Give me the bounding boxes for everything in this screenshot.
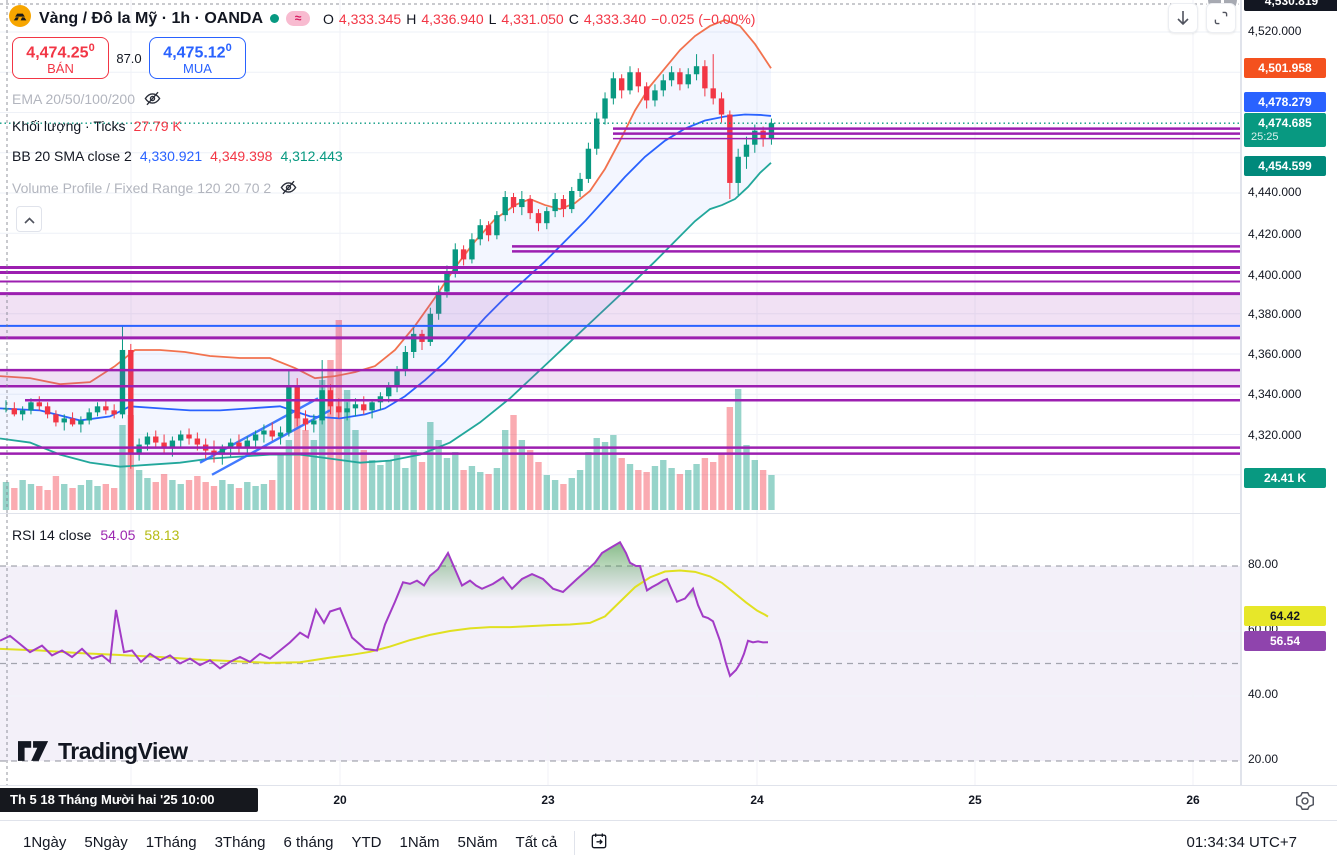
spread-value: 87.0 <box>116 50 142 66</box>
axis-label: 4,360.000 <box>1248 347 1302 361</box>
axis-price-badge: 24.41 K <box>1244 468 1326 488</box>
axis-label: 4,440.000 <box>1248 185 1302 199</box>
trade-panel: 4,474.250 BÁN 87.0 4,475.120 MUA <box>12 37 246 79</box>
delayed-data-icon[interactable]: ≈ <box>286 11 311 26</box>
axis-price-badge: 4,454.599 <box>1244 156 1326 176</box>
symbol-logo-gold-icon <box>8 4 32 33</box>
axis-label: 4,400.000 <box>1248 268 1302 282</box>
ohlc-row: O 4,333.345 H 4,336.940 L 4,331.050 C 4,333.… <box>323 11 755 27</box>
axis-label: 4,520.000 <box>1248 24 1302 38</box>
range-button-1tháng[interactable]: 1Tháng <box>137 828 206 857</box>
bb-upper-value: 4,349.398 <box>210 148 273 164</box>
axis-label: 4,420.000 <box>1248 227 1302 241</box>
symbol-title[interactable]: Vàng / Đô la Mỹ · 1h · OANDA <box>39 9 264 27</box>
price-axis-divider[interactable] <box>1240 0 1241 785</box>
axis-price-badge: 4,478.279 <box>1244 92 1326 112</box>
sell-price-fraction: 0 <box>88 41 95 54</box>
chart-settings-icon[interactable] <box>1294 790 1320 816</box>
range-button-1năm[interactable]: 1Năm <box>391 828 449 857</box>
low-value: 4,331.050 <box>501 10 564 27</box>
eye-off-icon[interactable] <box>143 89 162 108</box>
collapse-pane-button[interactable] <box>16 206 42 232</box>
tradingview-glyph-icon <box>18 741 49 761</box>
rsi-value: 54.05 <box>100 527 136 543</box>
rsi-chart-canvas[interactable] <box>0 514 1241 785</box>
indicator-volume-value: 27.79 K <box>133 118 182 134</box>
time-tick: 23 <box>541 793 555 807</box>
range-button-ytd[interactable]: YTD <box>343 828 391 857</box>
bb-basis-value: 4,330.921 <box>139 148 203 164</box>
time-tick: 24 <box>750 793 764 807</box>
range-button-tất-cả[interactable]: Tất cả <box>507 828 567 857</box>
price-pane[interactable]: Vàng / Đô la Mỹ · 1h · OANDA ≈ O 4,333.34… <box>0 0 1241 513</box>
market-status-icon[interactable] <box>270 14 280 23</box>
axis-price-badge: 4,530.819 <box>1244 0 1337 11</box>
axis-label: 4,380.000 <box>1248 307 1302 321</box>
axis-label: 4,340.000 <box>1248 387 1302 401</box>
rsi-ma-value: 58.13 <box>144 527 180 543</box>
buy-label: MUA <box>183 61 212 77</box>
axis-price-badge: 56.54 <box>1244 631 1326 651</box>
indicator-vp-label[interactable]: Volume Profile / Fixed Range 120 20 70 2 <box>12 179 272 196</box>
axis-label: 4,320.000 <box>1248 428 1302 442</box>
indicator-row-volume-profile[interactable]: Volume Profile / Fixed Range 120 20 70 2 <box>12 178 298 197</box>
indicator-bb-label[interactable]: BB 20 SMA close 2 <box>12 148 132 164</box>
indicator-ema-label[interactable]: EMA 20/50/100/200 <box>12 90 135 107</box>
axis-price-badge: 4,501.958 <box>1244 58 1326 78</box>
buy-price-fraction: 0 <box>225 41 232 54</box>
axis-price-badge: 4,474.685 25:25 <box>1244 113 1326 147</box>
close-label: C <box>568 10 579 27</box>
low-label: L <box>488 10 497 27</box>
eye-off-icon[interactable] <box>279 178 298 197</box>
sell-label: BÁN <box>47 61 74 77</box>
indicator-row-rsi[interactable]: RSI 14 close 54.05 58.13 <box>12 527 179 543</box>
tradingview-logo[interactable]: TradingView <box>18 738 188 765</box>
axis-price-badge: 64.42 <box>1244 606 1326 626</box>
bottom-toolbar: 1Ngày 5Ngày 1Tháng 3Tháng 6 tháng YTD 1Năm 5Năm… <box>0 820 1337 864</box>
open-value: 4,333.345 <box>338 10 402 27</box>
open-label: O <box>323 10 334 27</box>
axis-label: 20.00 <box>1248 752 1279 766</box>
price-axis[interactable]: 4,520.000 4,440.000 4,420.000 4,400.000 4,38… <box>1241 0 1337 785</box>
time-tick: 20 <box>333 793 347 807</box>
sell-button[interactable]: 4,474.250 BÁN <box>12 37 109 79</box>
crosshair-date-badge: Th 5 18 Tháng Mười hai '25 10:00 <box>0 788 258 812</box>
bb-lower-value: 4,312.443 <box>280 148 343 164</box>
range-button-1ngày[interactable]: 1Ngày <box>14 828 75 857</box>
buy-price: 4,475.12 <box>163 44 226 62</box>
range-button-6-tháng[interactable]: 6 tháng <box>274 828 342 857</box>
rsi-pane[interactable]: RSI 14 close 54.05 58.13 TradingView <box>0 513 1241 785</box>
clock-timezone[interactable]: 01:34:34 UTC+7 <box>1186 834 1298 851</box>
high-label: H <box>406 10 417 27</box>
scroll-to-recent-button[interactable] <box>1168 3 1198 33</box>
toolbar-divider <box>574 830 576 855</box>
close-value: 4,333.340 <box>583 10 647 27</box>
axis-label: 40.00 <box>1248 687 1279 701</box>
indicator-row-volume[interactable]: Khối lượng · Ticks 27.79 K <box>12 118 182 134</box>
sell-price: 4,474.25 <box>26 44 89 62</box>
axis-label: 80.00 <box>1248 557 1279 571</box>
buy-button[interactable]: 4,475.120 MUA <box>149 37 246 79</box>
time-tick: 26 <box>1186 793 1200 807</box>
tradingview-logo-text: TradingView <box>58 738 188 764</box>
change-value: −0.025 (−0.00%) <box>651 10 756 27</box>
screenshot-button[interactable] <box>1206 3 1236 33</box>
range-button-5ngày[interactable]: 5Ngày <box>75 828 136 857</box>
indicator-volume-label[interactable]: Khối lượng · Ticks <box>12 118 126 134</box>
go-to-date-button[interactable] <box>583 829 615 856</box>
price-chart-canvas[interactable] <box>0 0 1241 513</box>
range-button-5năm[interactable]: 5Năm <box>449 828 507 857</box>
rsi-label[interactable]: RSI 14 close <box>12 527 92 543</box>
high-value: 4,336.940 <box>421 10 484 27</box>
range-button-3tháng[interactable]: 3Tháng <box>206 828 275 857</box>
time-axis[interactable]: Th 5 18 Tháng Mười hai '25 10:00 20 23 24 2… <box>0 785 1337 820</box>
indicator-row-bb[interactable]: BB 20 SMA close 2 4,330.921 4,349.398 4,… <box>12 148 343 164</box>
indicator-row-ema[interactable]: EMA 20/50/100/200 <box>12 89 162 108</box>
time-tick: 25 <box>968 793 982 807</box>
